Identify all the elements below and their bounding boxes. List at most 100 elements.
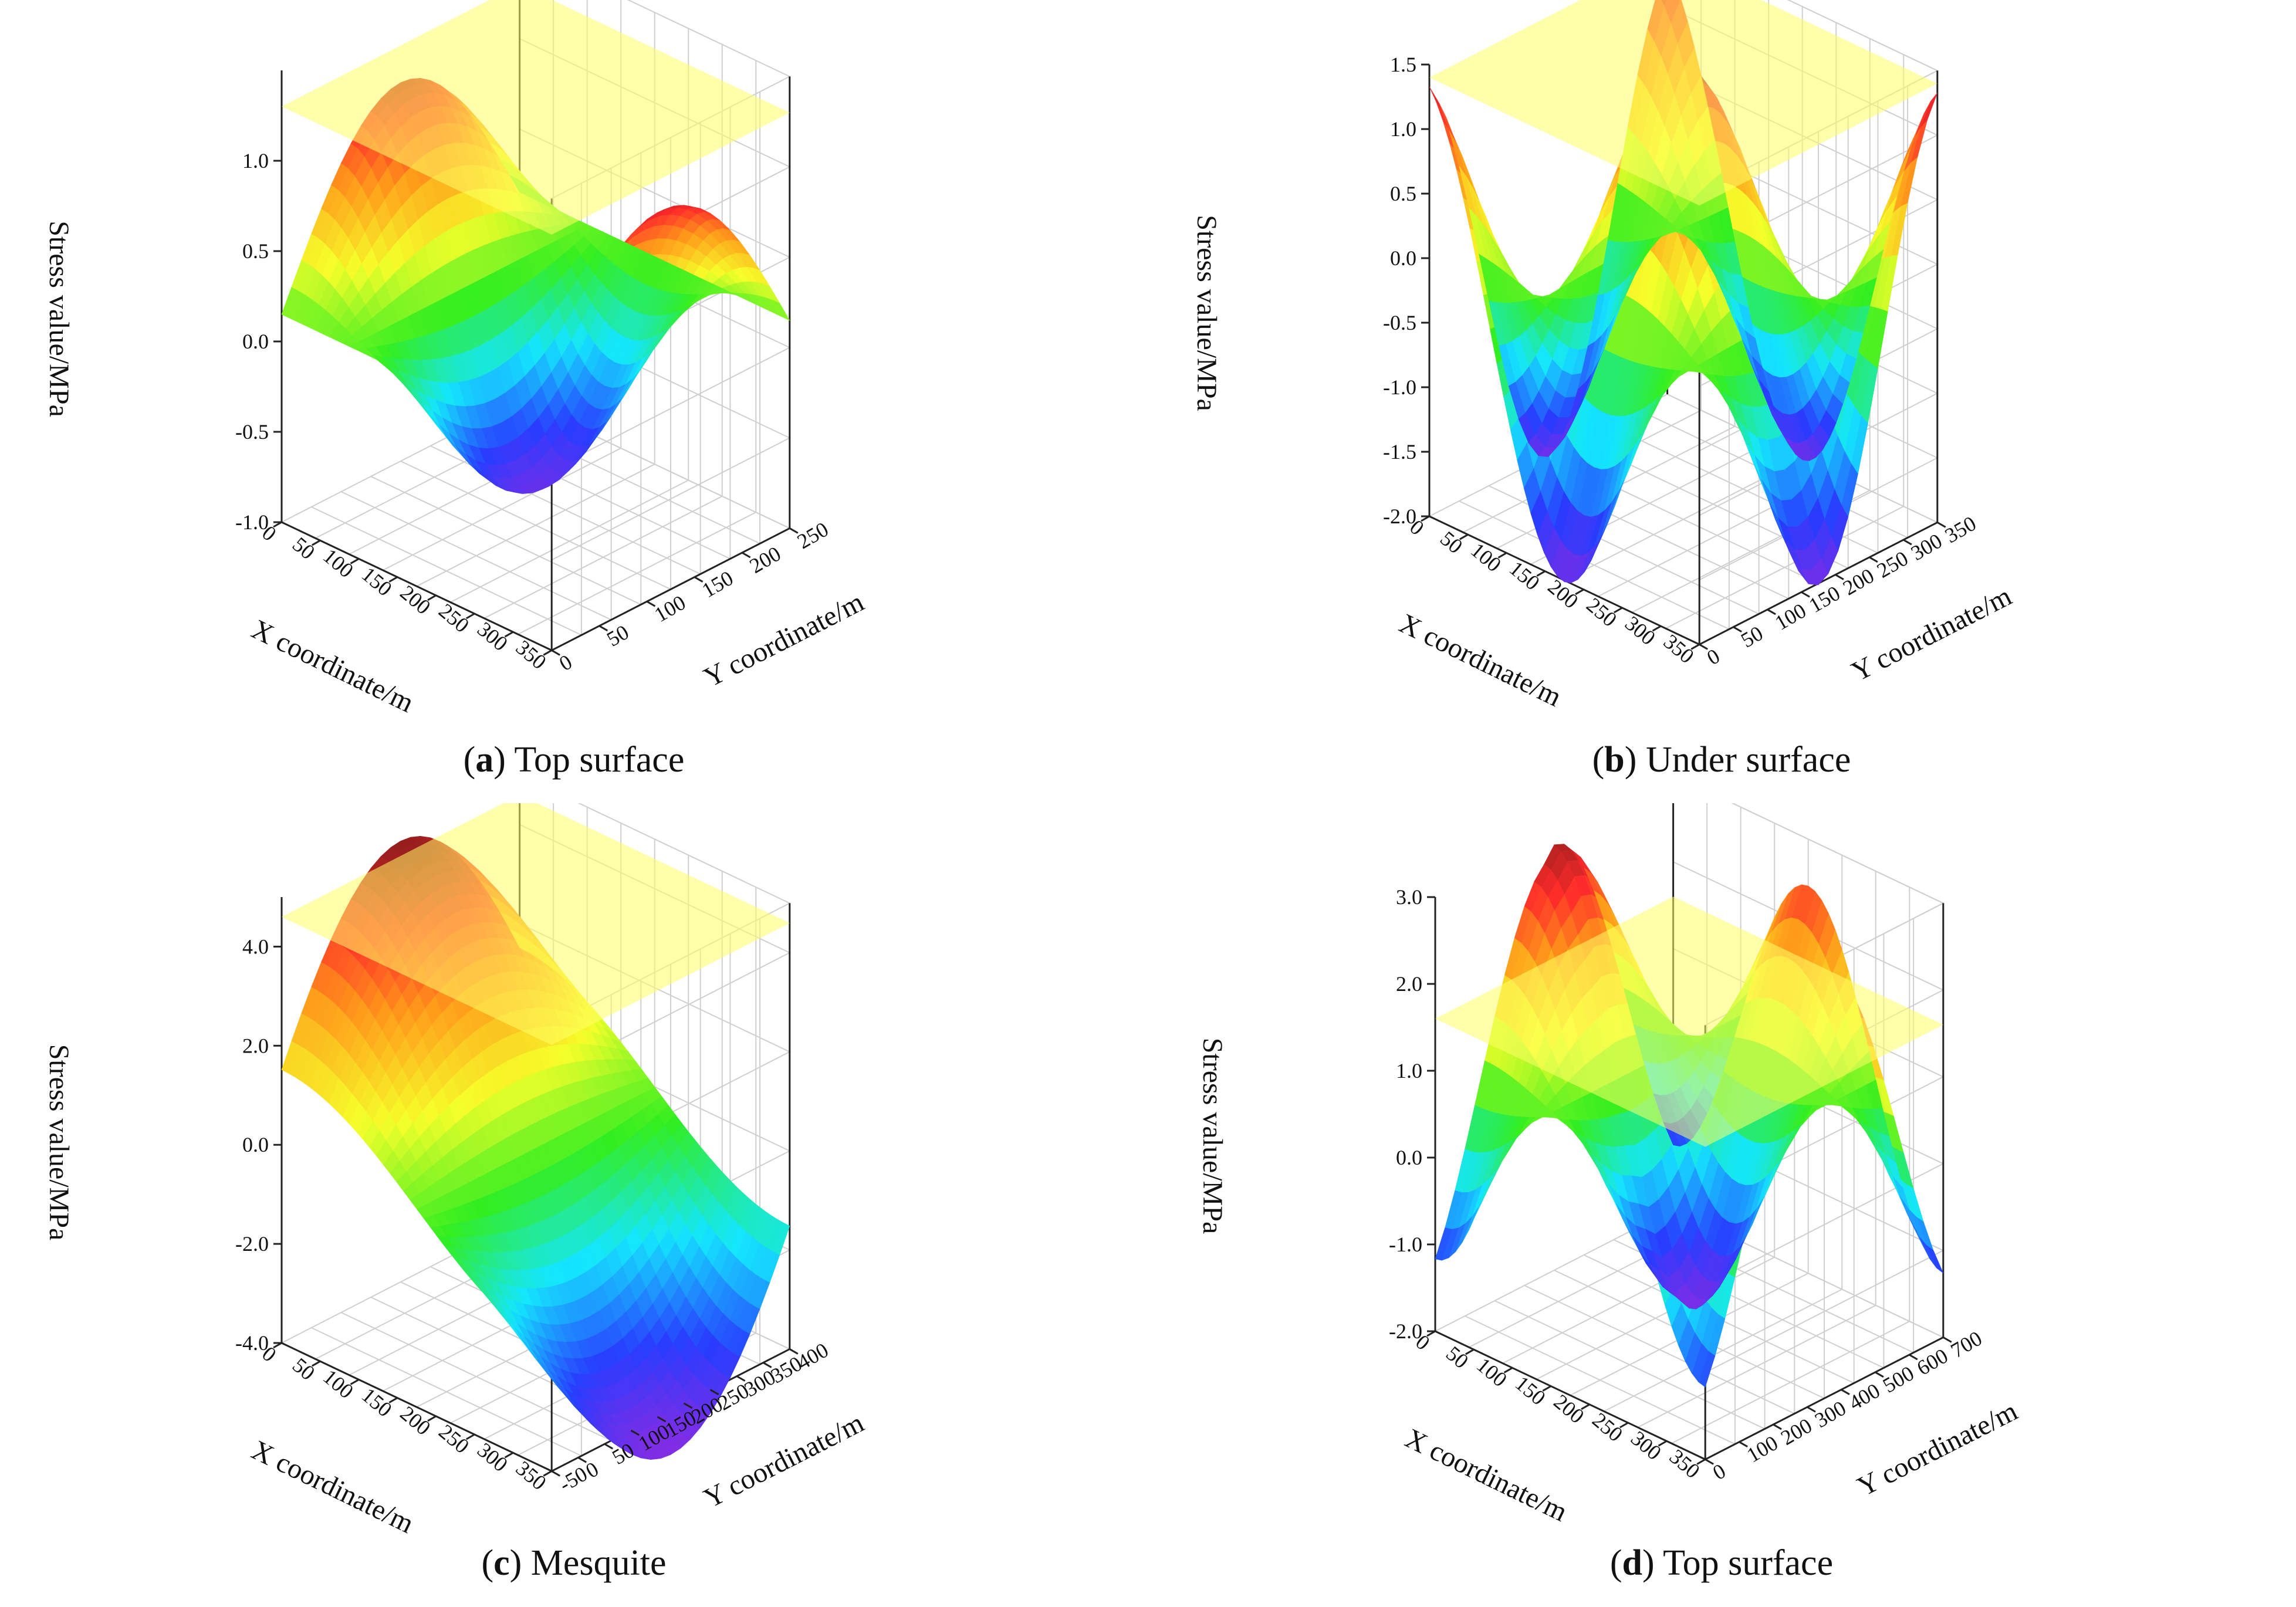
z-tick-label: 2.0 — [1396, 972, 1422, 996]
panel-a: -1.0 -0.5 0.0 0.5 1.0 0 50 100 150 200 250 300 350 0 5… — [0, 0, 1148, 803]
y-tick — [551, 649, 560, 656]
y-tick-label: 700 — [1947, 1327, 1986, 1363]
x-tick-label: 350 — [1665, 1444, 1705, 1483]
x-tick-label: 350 — [512, 1456, 551, 1494]
y-tick-label: 350 — [1941, 512, 1980, 548]
y-tick — [1943, 1337, 1952, 1343]
y-tick — [577, 1456, 587, 1463]
z-axis-label: Stress value/MPa — [1191, 215, 1222, 411]
x-tick — [273, 1342, 282, 1349]
x-tick-label: 350 — [512, 635, 551, 674]
z-tick-label: -1.0 — [235, 510, 269, 534]
y-axis-label: Y coordinate/m — [699, 1407, 869, 1514]
panel-b: -2.0 -1.5 -1.0 -0.5 0.0 0.5 1.0 1.5 0 50 100 150 200… — [1148, 0, 2295, 803]
x-tick — [427, 1415, 437, 1422]
caption-b: (b) Under surface — [1592, 740, 1851, 780]
x-tick-label: 300 — [1627, 1426, 1666, 1464]
x-tick-label: 250 — [1582, 593, 1621, 631]
z-tick-label: 0.0 — [242, 330, 269, 353]
axis-frame — [280, 70, 790, 652]
x-tick — [1619, 1422, 1629, 1429]
y-tick — [1875, 1371, 1884, 1378]
y-tick — [598, 625, 608, 632]
x-tick-label: 100 — [1466, 538, 1506, 576]
y-tick — [1801, 591, 1810, 598]
y-tick — [657, 1416, 667, 1423]
z-tick-label: -2.0 — [235, 1232, 269, 1256]
x-tick — [350, 558, 360, 564]
y-axis-label: Y coordinate/m — [1852, 1395, 2023, 1503]
z-tick-label: 2.0 — [242, 1034, 269, 1057]
y-tick — [630, 1429, 640, 1436]
x-tick — [1613, 607, 1623, 614]
y-tick — [741, 552, 751, 559]
x-tick — [1426, 1330, 1436, 1337]
x-tick — [1465, 1348, 1475, 1355]
y-tick — [694, 576, 704, 583]
x-tick-label: 250 — [434, 1420, 474, 1458]
x-tick-label: 200 — [1549, 1390, 1588, 1428]
z-tick-label: 1.0 — [1396, 1059, 1422, 1082]
y-tick — [789, 527, 799, 534]
z-tick-label: 1.0 — [242, 149, 269, 172]
z-ticks: -4.0 -2.0 0.0 2.0 4.0 — [235, 935, 282, 1355]
y-tick — [1767, 608, 1776, 615]
x-tick — [543, 649, 552, 656]
z-ticks: -2.0 -1.0 0.0 1.0 2.0 3.0 — [1389, 885, 1435, 1343]
reference-plane — [1429, 0, 1937, 206]
x-tick — [1581, 1403, 1590, 1410]
x-tick — [465, 1433, 475, 1440]
floor-gridline — [400, 461, 671, 590]
y-tick-label: 50 — [603, 620, 633, 651]
caption-a: (a) Top surface — [463, 740, 685, 780]
z-ticks: -2.0 -1.5 -1.0 -0.5 0.0 0.5 1.0 1.5 — [1383, 53, 1429, 528]
y-tick — [1699, 644, 1708, 650]
x-tick-label: 250 — [1588, 1408, 1627, 1446]
x-tick-label: 350 — [1659, 630, 1699, 668]
chart-d: -2.0-1.00.01.02.03.00 5010015020025030035… — [1197, 803, 2023, 1528]
floor-gridline — [518, 512, 756, 635]
y-tick — [1909, 1354, 1918, 1361]
z-tick-label: 4.0 — [242, 935, 269, 958]
y-tick-label: 0 — [555, 650, 576, 676]
y-tick — [1903, 539, 1912, 546]
y-axis-label: Y coordinate/m — [699, 586, 869, 693]
y-tick — [1835, 574, 1844, 580]
y-tick-label: 0 — [1709, 1459, 1730, 1485]
y-tick — [1733, 626, 1742, 632]
floor-gridline — [1665, 506, 1904, 629]
x-axis-label: X coordinate/m — [247, 614, 419, 719]
x-tick-label: 150 — [1505, 556, 1544, 594]
y-tick — [1869, 556, 1878, 563]
x-tick — [1690, 644, 1700, 650]
z-tick-label: -1.0 — [1389, 1233, 1422, 1256]
z-tick-label: 0.0 — [1396, 1146, 1422, 1169]
reference-plane — [1435, 896, 1943, 1147]
x-tick — [1421, 515, 1430, 522]
y-tick — [709, 1389, 719, 1396]
panel-c: -4.0 -2.0 0.0 2.0 4.0 0 50 100 150 200 250 300 350 -5… — [0, 803, 1148, 1606]
z-tick-label: 0.5 — [242, 239, 269, 263]
x-tick — [1497, 552, 1507, 559]
y-tick — [789, 1348, 799, 1355]
y-tick — [683, 1402, 693, 1409]
reference-plane — [282, 803, 790, 1046]
x-tick-label: 150 — [357, 562, 397, 600]
y-tick — [604, 1443, 614, 1450]
chart-b: -2.0 -1.5 -1.0 -0.5 0.0 0.5 1.0 1.5 0 50 100150200… — [1191, 0, 2017, 713]
x-tick-label: 150 — [357, 1383, 397, 1421]
y-tick — [551, 1470, 560, 1477]
x-axis-label: X coordinate/m — [1395, 608, 1567, 713]
z-tick-label: -4.0 — [235, 1331, 269, 1355]
y-tick — [1739, 1441, 1748, 1447]
y-tick — [646, 600, 656, 607]
x-tick-label: 300 — [473, 1438, 512, 1476]
x-tick — [465, 613, 475, 620]
z-axis-label: Stress value/MPa — [43, 1044, 75, 1241]
y-tick — [736, 1375, 746, 1382]
floor-gridline — [450, 479, 689, 603]
floor-gridline — [1604, 1288, 1842, 1412]
z-tick-label: -0.5 — [1383, 311, 1416, 334]
x-tick — [388, 1397, 398, 1403]
